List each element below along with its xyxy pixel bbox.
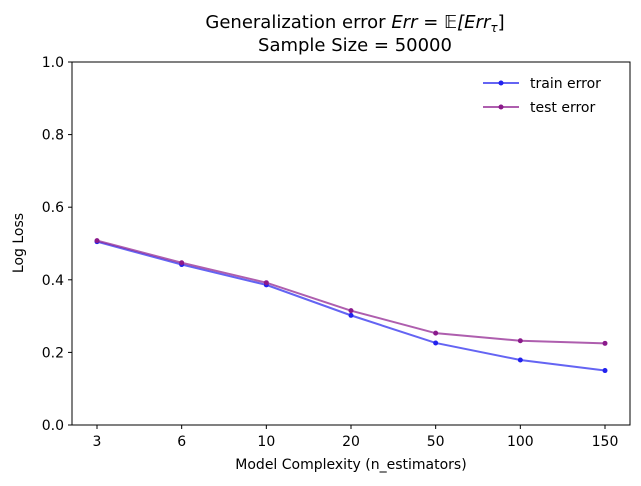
series-layer xyxy=(94,238,608,374)
legend-marker-train-error xyxy=(498,80,504,86)
data-point-test-error xyxy=(179,260,185,266)
data-point-test-error xyxy=(348,308,354,314)
chart-title-line2: Sample Size = 50000 xyxy=(258,35,452,56)
y-tick-label: 0.0 xyxy=(42,418,64,434)
data-point-test-error xyxy=(602,340,608,346)
data-point-train-error xyxy=(348,312,354,318)
x-tick-label: 100 xyxy=(507,434,534,450)
legend-marker-test-error xyxy=(498,104,504,110)
x-axis-label: Model Complexity (n_estimators) xyxy=(235,457,466,473)
legend-label-test-error: test error xyxy=(530,100,595,116)
chart-title-suffix: ] xyxy=(498,12,505,33)
chart-title-prefix: Generalization error xyxy=(205,12,391,33)
x-tick-label: 10 xyxy=(257,434,275,450)
chart-title-subscript: τ xyxy=(490,21,498,35)
chart-title-math: Err = 𝔼[Err xyxy=(391,12,492,33)
x-axis-ticks: 3 6 10 20 50 100 150 xyxy=(93,425,619,450)
x-tick-label: 20 xyxy=(342,434,360,450)
data-point-train-error xyxy=(517,357,523,363)
data-point-train-error xyxy=(433,340,439,346)
x-tick-label: 6 xyxy=(177,434,186,450)
data-point-test-error xyxy=(263,280,269,286)
data-point-test-error xyxy=(94,238,100,244)
plot-area-frame xyxy=(71,61,631,426)
series-line-test-error xyxy=(96,239,606,345)
y-tick-label: 0.4 xyxy=(42,273,64,289)
chart-title-line1: Generalization error Err = 𝔼[Errτ] xyxy=(205,12,504,35)
data-point-test-error xyxy=(517,338,523,344)
y-axis-label: Log Loss xyxy=(11,213,27,273)
y-tick-label: 0.6 xyxy=(42,200,64,216)
y-tick-label: 0.8 xyxy=(42,128,64,144)
legend-label-train-error: train error xyxy=(530,76,601,92)
data-point-test-error xyxy=(433,330,439,336)
x-tick-label: 150 xyxy=(592,434,619,450)
y-tick-label: 1.0 xyxy=(42,55,64,71)
legend: train error test error xyxy=(483,76,601,116)
y-tick-label: 0.2 xyxy=(42,345,64,361)
x-tick-label: 3 xyxy=(93,434,102,450)
data-point-train-error xyxy=(602,368,608,374)
x-tick-label: 50 xyxy=(427,434,445,450)
y-axis-ticks: 0.0 0.2 0.4 0.6 0.8 1.0 xyxy=(42,55,72,434)
